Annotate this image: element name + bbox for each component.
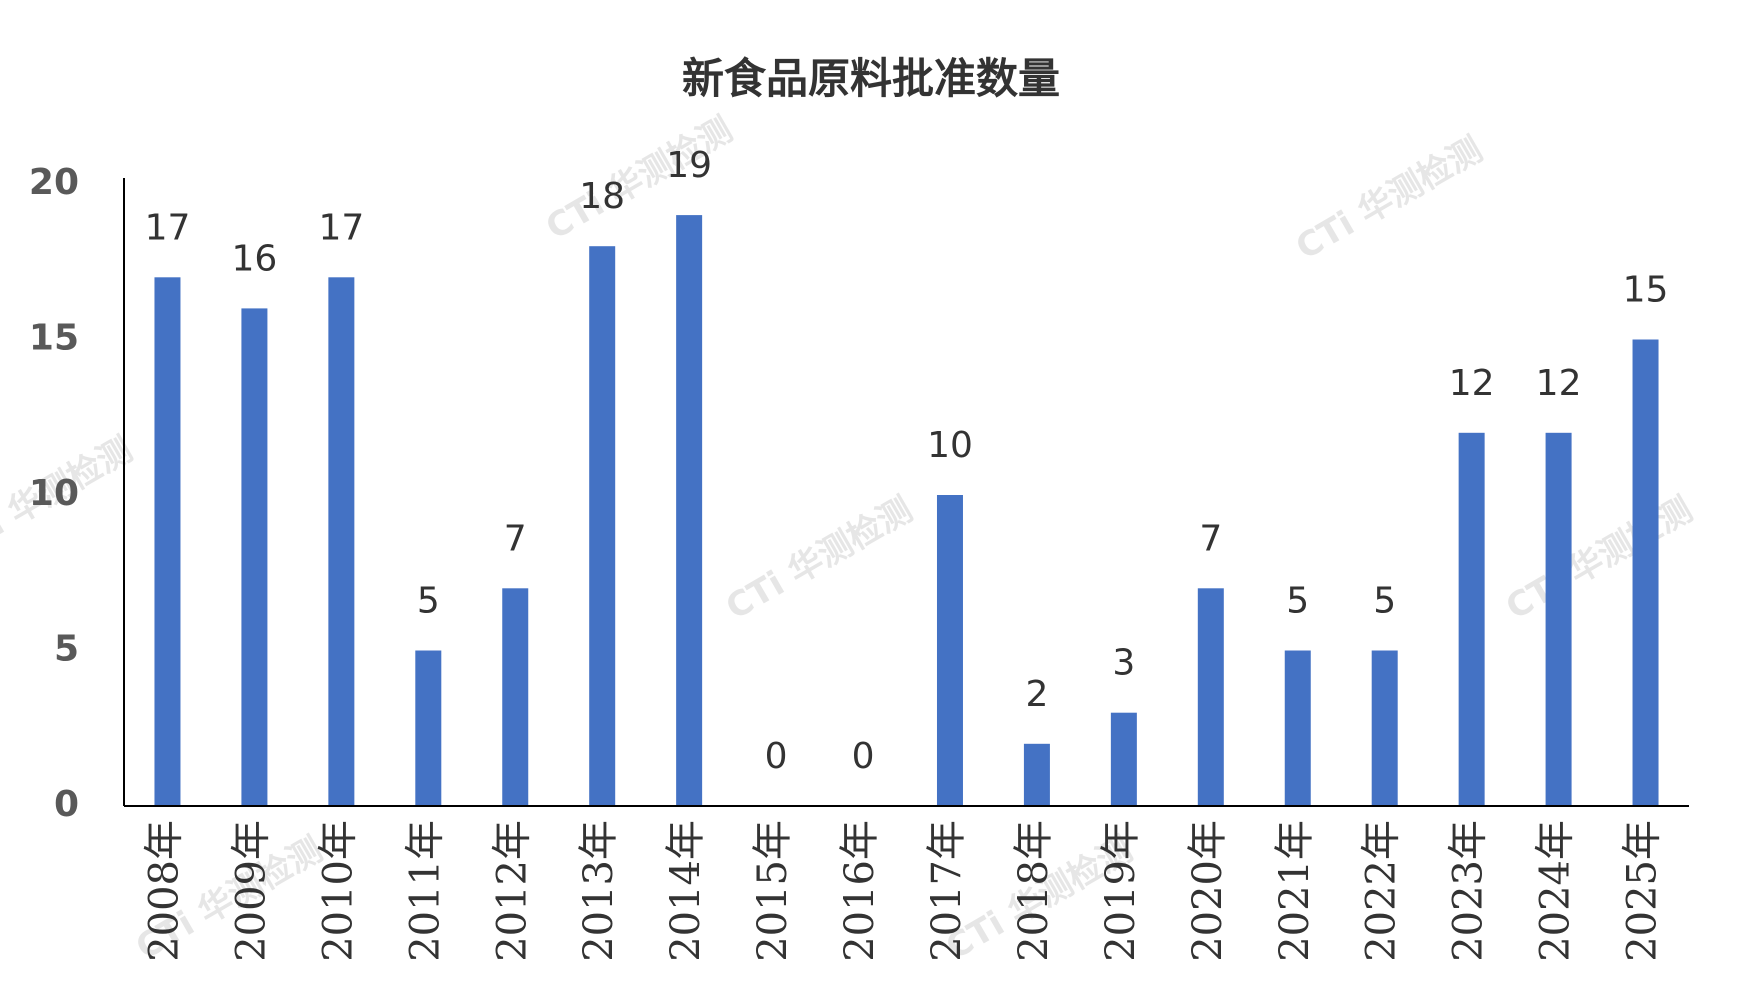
- bar: [936, 495, 963, 806]
- watermark: CTi 华测检测: [1499, 489, 1699, 627]
- chart-title: 新食品原料批准数量: [682, 54, 1060, 103]
- x-tick-label: 2025年: [1620, 820, 1666, 962]
- data-label: 5: [1373, 581, 1396, 622]
- data-label: 7: [1199, 518, 1222, 559]
- x-tick-label: 2011年: [402, 820, 448, 962]
- data-label: 18: [579, 176, 625, 217]
- data-label: 0: [852, 736, 875, 777]
- bar: [1458, 432, 1485, 806]
- y-tick-label: 5: [54, 629, 79, 670]
- x-tick-label: 2021年: [1272, 820, 1318, 962]
- bar: [1545, 432, 1572, 806]
- watermark: CTi 华测检测: [1289, 129, 1489, 267]
- x-tick-label: 2017年: [924, 820, 970, 962]
- x-tick-label: 2010年: [315, 820, 361, 962]
- bar: [1371, 650, 1398, 806]
- x-tick-label: 2013年: [576, 820, 622, 962]
- bar: [502, 588, 529, 806]
- bar: [1197, 588, 1224, 806]
- x-tick-label: 2009年: [228, 820, 274, 962]
- bar: [241, 308, 268, 806]
- bar: [676, 215, 703, 807]
- bar: [1632, 339, 1659, 806]
- y-tick-label: 0: [54, 784, 79, 825]
- y-tick-label: 10: [29, 473, 79, 514]
- bar: [154, 277, 181, 806]
- bar: [1110, 712, 1137, 806]
- data-label: 3: [1112, 643, 1135, 684]
- data-label: 15: [1623, 270, 1669, 311]
- bar: [1284, 650, 1311, 806]
- x-tick-label: 2008年: [141, 820, 187, 962]
- data-label: 17: [145, 207, 191, 248]
- x-tick-label: 2014年: [663, 820, 709, 962]
- data-label: 12: [1536, 363, 1582, 404]
- bar: [1023, 743, 1050, 806]
- bar: [415, 650, 442, 806]
- data-label: 19: [666, 145, 712, 186]
- x-tick-label: 2016年: [837, 820, 883, 962]
- x-tick-label: 2020年: [1185, 820, 1231, 962]
- x-tick-label: 2019年: [1098, 820, 1144, 962]
- x-tick-label: 2023年: [1446, 820, 1492, 962]
- x-tick-label: 2018年: [1011, 820, 1057, 962]
- data-label: 5: [417, 581, 440, 622]
- data-label: 5: [1286, 581, 1309, 622]
- watermark: CTi 华测检测: [719, 489, 919, 627]
- bar: [589, 246, 616, 806]
- bar: [328, 277, 355, 806]
- data-label: 7: [504, 518, 527, 559]
- y-tick-label: 20: [29, 162, 79, 203]
- x-tick-label: 2022年: [1359, 820, 1405, 962]
- x-tick-label: 2024年: [1533, 820, 1579, 962]
- data-label: 17: [318, 207, 364, 248]
- data-label: 12: [1449, 363, 1495, 404]
- data-label: 2: [1025, 674, 1048, 715]
- y-tick-label: 15: [29, 318, 79, 359]
- data-label: 16: [232, 238, 278, 279]
- data-label: 0: [765, 736, 788, 777]
- x-tick-label: 2012年: [489, 820, 535, 962]
- x-tick-label: 2015年: [750, 820, 796, 962]
- data-label: 10: [927, 425, 973, 466]
